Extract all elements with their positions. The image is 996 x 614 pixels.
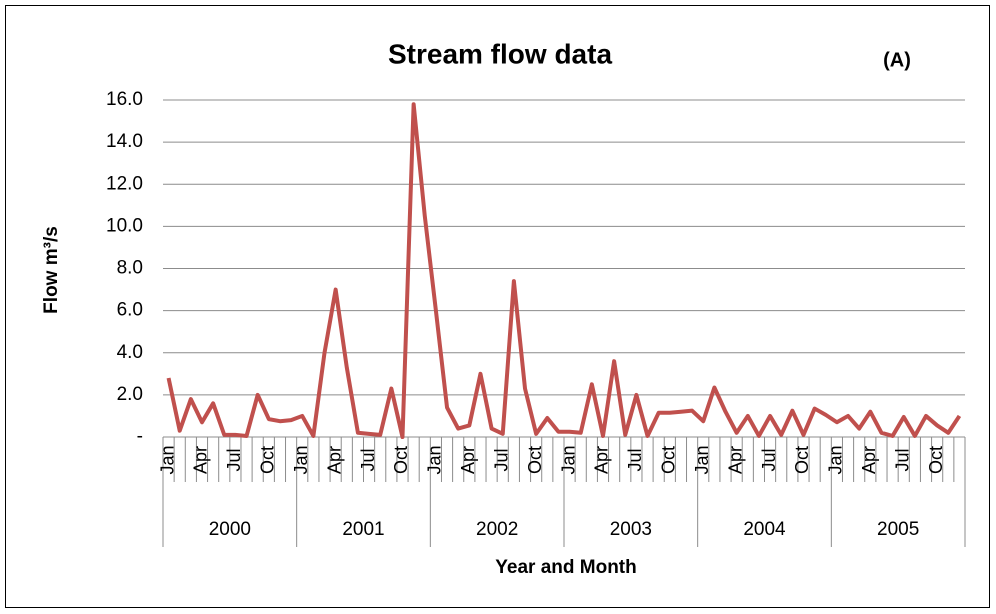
x-tick-label: Jan (692, 445, 712, 474)
x-tick-label: Oct (391, 446, 411, 474)
group-label: 2004 (743, 519, 786, 540)
x-axis-label: Year and Month (495, 557, 636, 578)
group-label: 2001 (342, 519, 384, 540)
x-tick-label: Jan (425, 445, 445, 474)
y-tick-label: 6.0 (117, 300, 143, 321)
y-tick-label: 16.0 (106, 89, 143, 110)
y-tick-label: 14.0 (106, 131, 143, 152)
x-tick-label: Jul (358, 448, 378, 471)
y-tick-label: - (137, 426, 143, 447)
x-tick-label: Oct (258, 446, 278, 474)
y-tick-label: 8.0 (117, 258, 143, 279)
x-tick-label: Jan (826, 445, 846, 474)
x-tick-label: Oct (926, 446, 946, 474)
y-tick-label: 4.0 (117, 342, 143, 363)
x-tick-label: Jul (625, 448, 645, 471)
y-tick-label: 12.0 (106, 173, 143, 194)
x-tick-label: Jul (224, 448, 244, 471)
x-tick-label: Jul (759, 448, 779, 471)
x-tick-label: Apr (592, 446, 612, 474)
group-label: 2003 (610, 519, 652, 540)
x-tick-label: Jan (558, 445, 578, 474)
x-tick-label: Apr (191, 446, 211, 474)
chart-border (5, 5, 990, 608)
x-tick-label: Apr (324, 446, 344, 474)
x-tick-label: Oct (525, 446, 545, 474)
x-tick-label: Oct (659, 446, 679, 474)
x-tick-label: Jan (157, 445, 177, 474)
data-line (166, 102, 962, 439)
annotation: (A) (883, 49, 911, 71)
x-tick-label: Apr (458, 446, 478, 474)
y-axis-label: Flow m³/s (41, 226, 62, 314)
chart-title: Stream flow data (388, 38, 612, 69)
x-tick-label: Apr (725, 446, 745, 474)
group-label: 2005 (877, 519, 919, 540)
x-tick-label: Jul (491, 448, 511, 471)
group-label: 2002 (476, 519, 518, 540)
x-tick-label: Jan (291, 445, 311, 474)
y-tick-label: 2.0 (117, 384, 143, 405)
x-tick-label: Oct (792, 446, 812, 474)
group-label: 2000 (209, 519, 251, 540)
x-tick-label: Jul (892, 448, 912, 471)
x-tick-label: Apr (859, 446, 879, 474)
y-tick-label: 10.0 (106, 215, 143, 236)
